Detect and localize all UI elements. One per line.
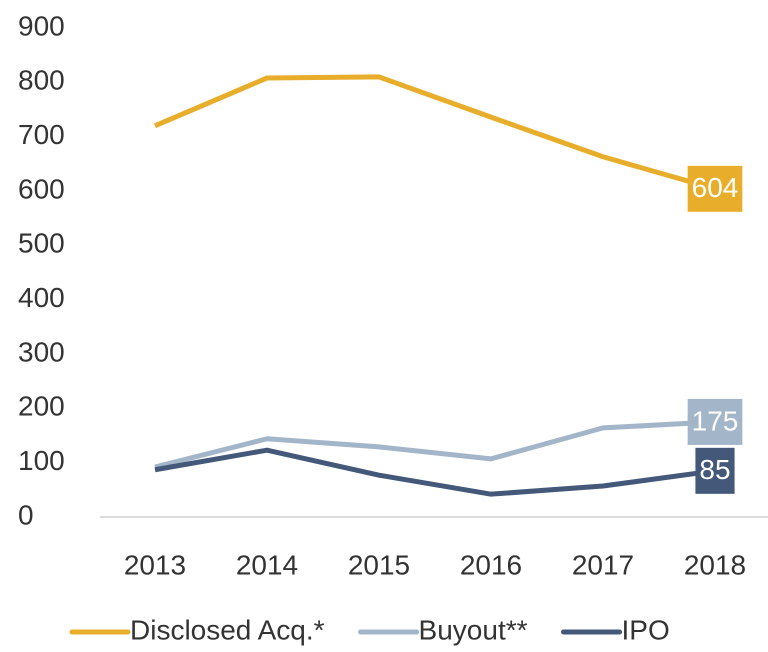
y-tick-label: 0 <box>18 499 34 530</box>
y-tick-label: 600 <box>18 173 65 204</box>
data-label: 175 <box>692 405 739 436</box>
series-line <box>154 419 716 470</box>
legend-label: Disclosed Acq.* <box>130 614 325 645</box>
legend-label: Buyout** <box>419 614 528 645</box>
legend-label: IPO <box>622 614 670 645</box>
x-tick-label: 2016 <box>460 549 522 580</box>
y-tick-label: 500 <box>18 228 65 259</box>
series-line <box>154 447 716 497</box>
data-label-box <box>687 165 743 212</box>
y-tick-label: 800 <box>18 65 65 96</box>
data-label: 604 <box>692 172 739 203</box>
data-label: 85 <box>699 454 730 485</box>
x-tick-label: 2015 <box>348 549 410 580</box>
x-tick-label: 2017 <box>572 549 634 580</box>
y-tick-label: 400 <box>18 282 65 313</box>
data-label-box <box>687 398 743 445</box>
data-label-box <box>695 447 735 494</box>
y-tick-label: 200 <box>18 391 65 422</box>
x-tick-label: 2013 <box>124 549 186 580</box>
y-tick-label: 700 <box>18 119 65 150</box>
series-line <box>154 74 716 192</box>
x-tick-label: 2014 <box>236 549 298 580</box>
x-tick-label: 2018 <box>684 549 746 580</box>
y-tick-label: 300 <box>18 336 65 367</box>
y-tick-label: 900 <box>18 10 65 41</box>
y-tick-label: 100 <box>18 445 65 476</box>
